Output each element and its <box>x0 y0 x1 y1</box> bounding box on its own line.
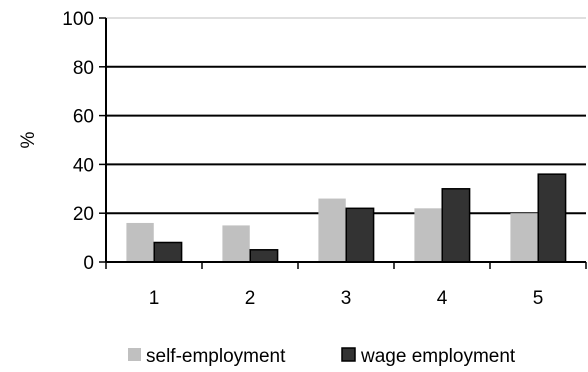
y-tick-label-60: 60 <box>73 107 94 128</box>
y-tick-label-20: 20 <box>73 204 94 225</box>
x-tick-label-2: 2 <box>245 288 256 309</box>
legend-swatch-wage-employment <box>341 347 356 362</box>
gridlines <box>106 17 586 215</box>
y-tick-label-100: 100 <box>62 9 94 30</box>
x-tick-label-3: 3 <box>341 288 352 309</box>
legend-swatch-self-employment <box>128 348 141 361</box>
x-tick-label-5: 5 <box>533 288 544 309</box>
y-axis-label: % <box>18 131 39 148</box>
y-tick-label-80: 80 <box>73 58 94 79</box>
bar-self-employment-4 <box>414 208 442 262</box>
bar-wage-employment-2 <box>249 249 279 263</box>
bar-wage-employment-5 <box>537 173 567 263</box>
legend: self-employment wage employment <box>128 346 516 367</box>
bar-self-employment-2 <box>222 225 250 262</box>
bar-wage-employment-3 <box>345 207 375 263</box>
axes <box>105 18 587 269</box>
x-tick-label-4: 4 <box>437 288 448 309</box>
y-tick-label-40: 40 <box>73 155 94 176</box>
y-tick-labels: 0 20 40 60 80 100 <box>62 9 106 274</box>
bar-self-employment-5 <box>510 213 538 262</box>
bars <box>126 173 567 263</box>
bar-self-employment-1 <box>126 222 154 262</box>
x-tick-labels: 1 2 3 4 5 <box>149 288 544 309</box>
y-tick-label-0: 0 <box>83 253 94 274</box>
bar-wage-employment-1 <box>153 241 183 263</box>
bar-self-employment-3 <box>318 198 346 262</box>
bar-wage-employment-4 <box>441 188 471 263</box>
legend-label-self-employment: self-employment <box>146 346 286 367</box>
legend-label-wage-employment: wage employment <box>360 346 516 367</box>
x-tick-label-1: 1 <box>149 288 160 309</box>
